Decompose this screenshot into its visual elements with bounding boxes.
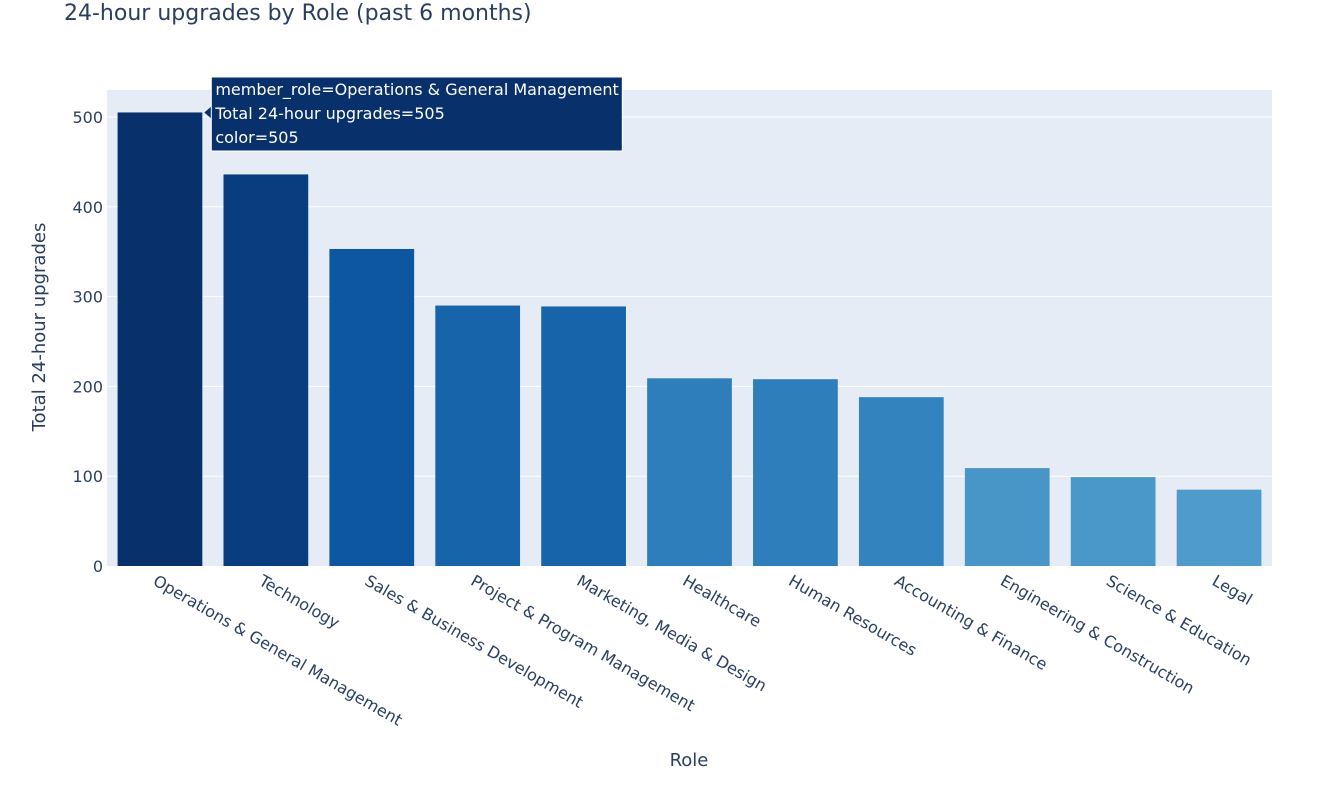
- y-tick-label: 200: [72, 377, 103, 396]
- y-tick-label: 500: [72, 108, 103, 127]
- y-tick-label: 0: [93, 557, 103, 576]
- bar[interactable]: [1070, 477, 1156, 566]
- tooltip-line: color=505: [215, 128, 298, 147]
- bar[interactable]: [541, 306, 626, 566]
- bar[interactable]: [1176, 489, 1262, 566]
- y-tick-label: 300: [72, 288, 103, 307]
- y-axis-title: Total 24-hour upgrades: [29, 223, 50, 433]
- x-tick-label: Legal: [1209, 571, 1256, 609]
- y-tick-label: 100: [72, 467, 103, 486]
- tooltip-line: Total 24-hour upgrades=505: [214, 104, 444, 123]
- hover-tooltip: member_role=Operations & General Managem…: [204, 76, 623, 152]
- x-axis-ticks: Operations & General ManagementTechnolog…: [150, 571, 1256, 730]
- x-axis-title: Role: [670, 750, 709, 771]
- x-tick-label: Healthcare: [680, 571, 765, 631]
- bar[interactable]: [223, 174, 309, 566]
- tooltip-pointer: [204, 106, 212, 119]
- x-tick-label: Marketing, Media & Design: [574, 571, 770, 695]
- y-axis-ticks: 0 100 200 300 400 500: [72, 108, 103, 576]
- bar[interactable]: [435, 305, 521, 566]
- tooltip-line: member_role=Operations & General Managem…: [215, 80, 618, 100]
- bar[interactable]: [329, 248, 415, 566]
- tooltip-box: [210, 76, 623, 152]
- x-tick-label: Sales & Business Development: [362, 571, 587, 712]
- bars: [117, 112, 1262, 567]
- x-tick-label: Engineering & Construction: [997, 571, 1197, 698]
- bar[interactable]: [858, 397, 944, 566]
- y-tick-label: 400: [72, 198, 103, 217]
- bar[interactable]: [647, 378, 732, 566]
- bar[interactable]: [117, 112, 203, 567]
- bar[interactable]: [964, 468, 1050, 566]
- x-tick-label: Technology: [255, 571, 343, 633]
- chart-title: 24-hour upgrades by Role (past 6 months): [64, 1, 532, 26]
- bar[interactable]: [753, 379, 838, 566]
